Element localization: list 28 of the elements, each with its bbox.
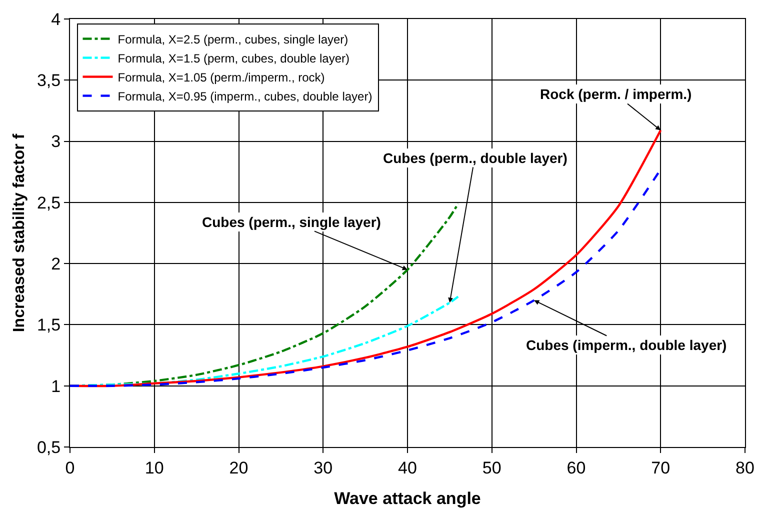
x-tick-label: 30 bbox=[314, 458, 333, 478]
x-tick-label: 80 bbox=[736, 458, 754, 478]
y-tick-label: 3 bbox=[51, 132, 61, 152]
y-axis-title: Increased stability factor f bbox=[10, 133, 28, 332]
annotation: Cubes (perm., double layer) bbox=[383, 150, 568, 166]
legend-label: Formula, X=1.05 (perm./imperm., rock) bbox=[118, 70, 325, 84]
y-tick-label: 0,5 bbox=[36, 438, 61, 457]
y-tick-label: 2,5 bbox=[36, 193, 61, 212]
y-tick-label: 1 bbox=[51, 376, 61, 396]
annotation: Cubes (imperm., double layer) bbox=[526, 337, 727, 353]
x-axis-title: Wave attack angle bbox=[334, 488, 481, 508]
x-tick-label: 40 bbox=[398, 458, 417, 478]
annotation: Rock (perm. / imperm.) bbox=[540, 86, 692, 102]
y-tick-label: 3,5 bbox=[36, 71, 61, 90]
annotation: Cubes (perm., single layer) bbox=[202, 214, 381, 230]
x-tick-label: 0 bbox=[65, 458, 75, 478]
x-tick-label: 20 bbox=[229, 458, 248, 478]
legend-label: Formula, X=2.5 (perm., cubes, single layer) bbox=[118, 32, 348, 46]
x-tick-label: 50 bbox=[482, 458, 502, 478]
x-tick-label: 60 bbox=[566, 458, 586, 478]
legend-label: Formula, X=1.5 (perm, cubes, double layer) bbox=[118, 51, 350, 66]
y-tick-label: 4 bbox=[51, 10, 61, 29]
y-tick-label: 1,5 bbox=[36, 316, 61, 335]
legend-label: Formula, X=0.95 (imperm., cubes, double layer) bbox=[118, 89, 372, 104]
line-series bbox=[70, 295, 460, 387]
y-tick-label: 2 bbox=[51, 254, 61, 274]
x-tick-label: 70 bbox=[651, 458, 670, 478]
x-tick-label: 10 bbox=[144, 458, 164, 478]
